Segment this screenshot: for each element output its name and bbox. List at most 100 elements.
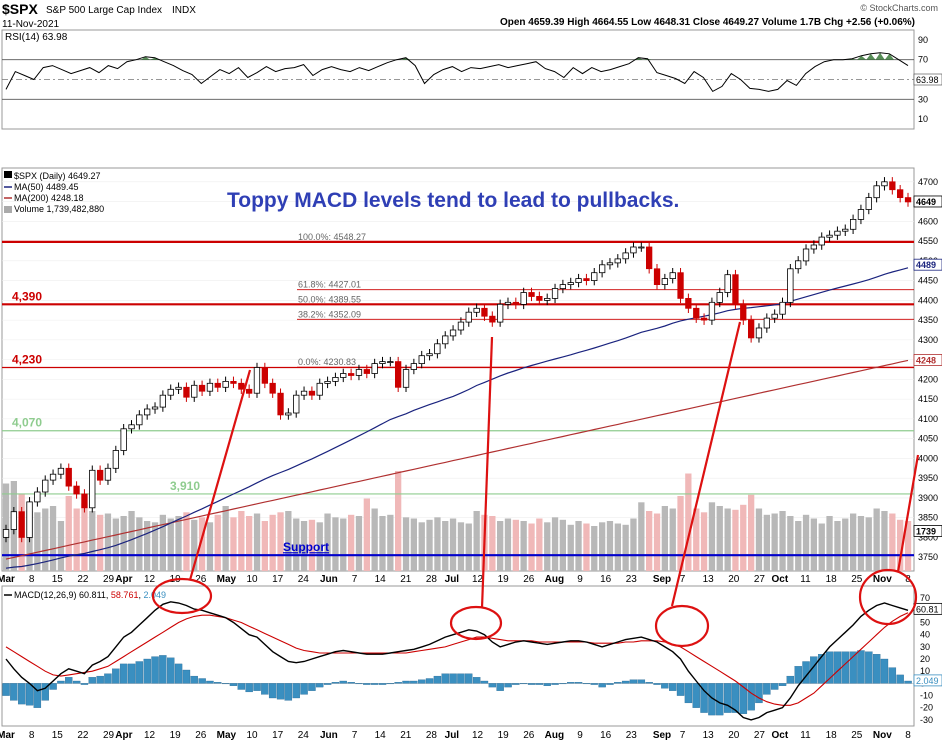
annotation-circle-1 bbox=[151, 577, 213, 615]
x-axis-mid-label: 26 bbox=[195, 574, 207, 585]
volume-bar bbox=[308, 519, 316, 572]
candle-body bbox=[897, 189, 904, 198]
x-axis-bottom-label: 7 bbox=[680, 730, 686, 741]
x-axis-mid-label: May bbox=[217, 574, 237, 585]
volume-bar bbox=[449, 518, 457, 571]
volume-bar bbox=[49, 506, 57, 571]
x-axis-mid-label: 17 bbox=[272, 574, 284, 585]
candle-body bbox=[559, 284, 566, 290]
macd-hist-bar bbox=[614, 682, 622, 684]
price-tick-label: 4450 bbox=[918, 276, 938, 286]
x-axis-bottom-label: 23 bbox=[626, 730, 638, 741]
x-axis-mid-label: 16 bbox=[600, 574, 612, 585]
macd-hist-bar bbox=[347, 682, 355, 684]
candle-body bbox=[65, 467, 72, 487]
x-axis-bottom-label: 19 bbox=[498, 730, 510, 741]
x-axis-bottom-label: Aug bbox=[545, 730, 564, 741]
annotation-arrow-1 bbox=[188, 369, 252, 581]
volume-bar bbox=[457, 522, 465, 572]
candle-body bbox=[261, 367, 269, 384]
macd-hist-bar bbox=[716, 683, 724, 716]
candle-body bbox=[285, 412, 292, 416]
candle-body bbox=[112, 450, 119, 469]
volume-bar bbox=[779, 511, 786, 571]
x-axis-mid-label: 23 bbox=[626, 574, 638, 585]
macd-hist-bar bbox=[418, 679, 426, 684]
macd-hist-bar bbox=[896, 674, 904, 684]
x-axis-bottom-label: Nov bbox=[873, 730, 892, 741]
x-axis-mid-label: 12 bbox=[144, 574, 156, 585]
annotation-arrow-4 bbox=[896, 454, 920, 573]
macd-hist-bar bbox=[80, 683, 89, 685]
x-axis-mid-label: 7 bbox=[680, 574, 686, 585]
candle-body bbox=[57, 467, 65, 475]
candle-body bbox=[520, 292, 527, 305]
x-axis-bottom-label: 17 bbox=[272, 730, 284, 741]
macd-hist-bar bbox=[363, 683, 371, 685]
volume-bar bbox=[89, 511, 96, 571]
volume-bars bbox=[2, 471, 912, 572]
x-axis-bottom-label: 21 bbox=[400, 730, 412, 741]
x-axis-mid-label: 10 bbox=[246, 574, 258, 585]
volume-bar bbox=[159, 514, 166, 572]
volume-bar bbox=[897, 519, 904, 572]
ma200-series bbox=[5, 359, 909, 560]
x-axis-mid-label: Jun bbox=[320, 574, 338, 585]
last-value-tags: 4649 4489 4248 1739 bbox=[913, 195, 942, 537]
macd-hist-bar bbox=[245, 683, 253, 693]
x-axis-bottom-label: 11 bbox=[800, 730, 811, 741]
macd-hist-bar bbox=[33, 683, 42, 708]
candle-body bbox=[481, 307, 488, 317]
rsi-panel: RSI(14) 63.98 9070503010 63.98 bbox=[1, 29, 942, 130]
candle-body bbox=[457, 321, 465, 331]
macd-hist-bar bbox=[739, 683, 748, 714]
x-axis-bottom-label: May bbox=[217, 730, 237, 741]
volume-bar bbox=[638, 502, 645, 572]
volume-bar bbox=[355, 516, 363, 571]
macd-hist-bar bbox=[606, 683, 614, 685]
candle-body bbox=[42, 479, 49, 493]
price-tick-label: 4550 bbox=[918, 236, 938, 246]
macd-hist-bar bbox=[653, 683, 661, 685]
volume-bar bbox=[842, 518, 849, 571]
volume-bar bbox=[206, 522, 214, 572]
candle-body bbox=[881, 181, 888, 187]
volume-bar bbox=[755, 508, 763, 571]
price-tick-label: 4150 bbox=[918, 394, 938, 404]
level-label: 4,230 bbox=[12, 353, 42, 367]
candle-body bbox=[850, 218, 857, 230]
volume-bar bbox=[277, 512, 284, 572]
candle-body bbox=[708, 301, 716, 321]
x-axis-mid-label: Mar bbox=[0, 574, 15, 585]
volume-bar bbox=[818, 523, 825, 571]
last-close-tag-box bbox=[913, 195, 942, 208]
macd-hist-bar bbox=[167, 657, 175, 684]
ma200-line bbox=[5, 359, 909, 560]
exchange-label: INDX bbox=[172, 5, 196, 16]
candle-body bbox=[818, 236, 825, 246]
volume-bar bbox=[810, 518, 817, 571]
rsi-tick-label: 10 bbox=[918, 114, 928, 124]
macd-hist-bar bbox=[676, 683, 685, 696]
volume-bar bbox=[269, 514, 276, 572]
fib-label: 61.8%: 4427.01 bbox=[298, 280, 361, 290]
x-axis-bottom-label: 26 bbox=[195, 730, 207, 741]
volume-bar bbox=[238, 511, 245, 571]
candle-body bbox=[49, 473, 57, 481]
macd-signal-line bbox=[5, 612, 909, 706]
candle-body bbox=[418, 355, 425, 365]
volume-bar bbox=[763, 514, 770, 572]
legend-daily: $SPX (Daily) 4649.27 bbox=[14, 171, 101, 181]
volume-bar bbox=[520, 521, 527, 571]
macd-hist-bar bbox=[590, 683, 598, 685]
volume-bar bbox=[434, 517, 441, 572]
macd-hist-bar bbox=[504, 683, 512, 688]
volume-bar bbox=[551, 517, 559, 572]
macd-hist-bar bbox=[308, 683, 316, 691]
volume-bar bbox=[889, 513, 896, 571]
annotation-text: Toppy MACD levels tend to lead to pullba… bbox=[227, 189, 679, 212]
macd-label-macd: 60.811 bbox=[79, 590, 106, 600]
level-label: Support bbox=[283, 540, 329, 554]
volume-bar bbox=[693, 508, 700, 571]
